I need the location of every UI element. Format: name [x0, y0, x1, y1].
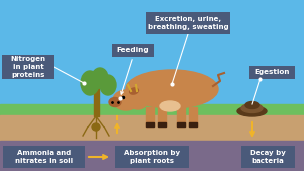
Bar: [112, 43, 154, 56]
Bar: [2, 55, 54, 79]
Text: Absorption by
plant roots: Absorption by plant roots: [124, 150, 180, 164]
Ellipse shape: [92, 68, 108, 88]
Ellipse shape: [109, 97, 121, 107]
Text: Decay by
bacteria: Decay by bacteria: [250, 150, 286, 164]
Text: Excretion, urine,
breathing, sweating: Excretion, urine, breathing, sweating: [148, 16, 228, 30]
Ellipse shape: [245, 102, 259, 109]
Bar: [0, 104, 304, 116]
Bar: [158, 122, 166, 127]
Ellipse shape: [113, 90, 139, 110]
Bar: [94, 88, 99, 116]
Bar: [146, 122, 154, 127]
Bar: [241, 146, 295, 168]
Ellipse shape: [92, 123, 100, 131]
Ellipse shape: [89, 71, 103, 89]
Bar: [0, 115, 304, 143]
Bar: [0, 141, 304, 171]
Bar: [189, 122, 197, 127]
Ellipse shape: [100, 75, 116, 95]
Bar: [189, 107, 197, 127]
Bar: [146, 107, 154, 127]
Text: Ammonia and
nitrates in soil: Ammonia and nitrates in soil: [15, 150, 73, 164]
Ellipse shape: [130, 88, 138, 94]
Ellipse shape: [81, 71, 99, 95]
Ellipse shape: [160, 101, 180, 111]
Text: Nitrogen
in plant
proteins: Nitrogen in plant proteins: [11, 56, 46, 77]
Bar: [177, 107, 185, 127]
Bar: [249, 65, 295, 78]
Bar: [115, 146, 189, 168]
Ellipse shape: [237, 106, 267, 116]
Bar: [3, 146, 85, 168]
Text: Egestion: Egestion: [254, 69, 290, 75]
Bar: [177, 122, 185, 127]
Bar: [158, 107, 166, 127]
Bar: [146, 12, 230, 34]
Ellipse shape: [126, 70, 218, 108]
Ellipse shape: [126, 81, 150, 109]
Text: Feeding: Feeding: [117, 47, 149, 53]
Ellipse shape: [241, 103, 263, 113]
